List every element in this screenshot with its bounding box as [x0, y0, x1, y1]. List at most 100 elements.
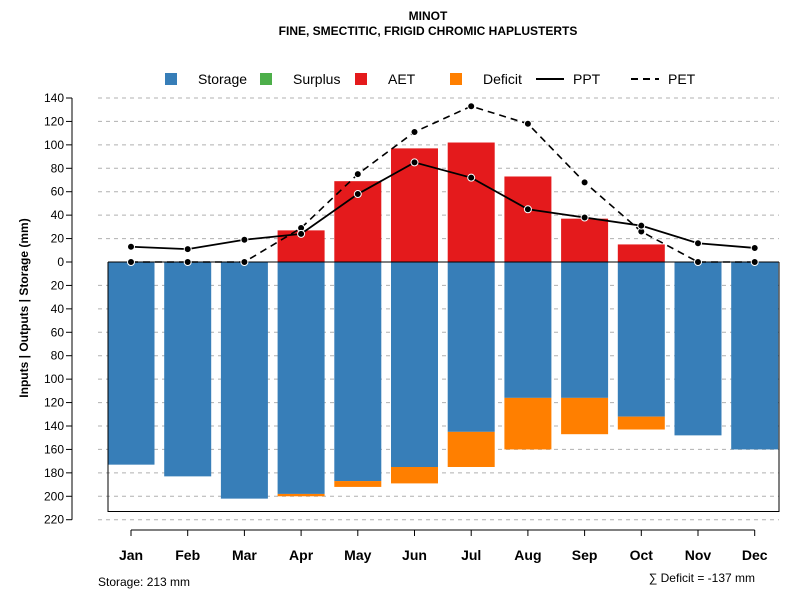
pet-point [183, 258, 192, 266]
storage-bar [674, 262, 722, 436]
y-tick-label: 140 [44, 419, 64, 433]
legend-label: PET [668, 71, 696, 87]
pet-point [580, 178, 589, 187]
pet-point [694, 258, 702, 266]
y-tick-label: 200 [44, 489, 64, 503]
series-lines [127, 102, 759, 266]
y-tick-label: 120 [44, 114, 64, 128]
ppt-point [637, 221, 646, 230]
storage-bar [617, 262, 665, 417]
y-tick-label: 60 [51, 185, 65, 199]
y-tick-label: 120 [44, 396, 64, 410]
bars [107, 142, 779, 499]
legend-label: AET [388, 71, 416, 87]
y-axis-label: Inputs | Outputs | Storage (mm) [17, 218, 31, 397]
y-tick-label: 80 [51, 349, 65, 363]
pet-point [467, 102, 476, 111]
storage-bar [334, 262, 382, 482]
x-tick-label: Oct [630, 547, 654, 563]
pet-point [127, 258, 135, 266]
deficit-bar [391, 466, 438, 484]
storage-bar [220, 262, 268, 499]
aet-bar [447, 142, 495, 262]
x-tick-label: Jul [461, 547, 481, 563]
ppt-point [523, 205, 532, 214]
x-tick-label: Jun [402, 547, 427, 563]
y-tick-label: 0 [57, 255, 64, 269]
legend-swatch [355, 73, 367, 85]
ppt-point [127, 242, 135, 251]
legend-swatch [165, 73, 177, 85]
pet-point [750, 258, 759, 266]
ppt-point [467, 173, 476, 182]
storage-bar [391, 262, 438, 467]
legend-label: PPT [573, 71, 601, 87]
aet-bar [617, 244, 665, 262]
x-tick-label: Nov [685, 547, 712, 563]
chart-title: MINOT [409, 9, 448, 23]
x-tick-label: Feb [175, 547, 200, 563]
x-tick-label: Mar [232, 547, 257, 563]
ppt-point [410, 158, 419, 167]
storage-bar [731, 262, 779, 450]
deficit-bar [334, 481, 382, 487]
storage-bar [561, 262, 609, 398]
storage-bar [164, 262, 212, 477]
deficit-footnote: ∑ Deficit = -137 mm [649, 571, 755, 585]
pet-point [523, 119, 532, 128]
storage-bar [107, 262, 155, 465]
pet-line [131, 105, 755, 263]
storage-bar [504, 262, 552, 398]
x-tick-label: Sep [572, 547, 598, 563]
x-tick-label: May [344, 547, 371, 563]
y-tick-label: 100 [44, 372, 64, 386]
ppt-point [240, 235, 249, 244]
y-tick-label: 40 [51, 302, 65, 316]
ppt-point [183, 245, 192, 254]
axes: 0 20 40 60 80 100 120 140 20 40 60 80 100 120 140 160 18… [44, 91, 768, 563]
aet-bar [504, 176, 552, 262]
y-tick-label: 180 [44, 466, 64, 480]
aet-bar [561, 218, 609, 262]
x-tick-label: Jan [119, 547, 143, 563]
ppt-point [297, 229, 306, 238]
ppt-point [750, 243, 759, 252]
storage-bar [447, 262, 495, 432]
legend-label: Storage [198, 71, 247, 87]
y-tick-label: 20 [51, 278, 65, 292]
deficit-bar [504, 397, 552, 450]
x-tick-label: Apr [289, 547, 314, 563]
ppt-point [353, 190, 362, 199]
legend-label: Surplus [293, 71, 340, 87]
y-tick-label: 60 [51, 325, 65, 339]
deficit-bar [447, 431, 495, 467]
x-tick-label: Dec [742, 547, 768, 563]
y-tick-label: 160 [44, 442, 64, 456]
pet-point [240, 258, 249, 266]
y-tick-label: 40 [51, 208, 65, 222]
legend-swatch [450, 73, 462, 85]
storage-capacity-frame [107, 262, 780, 513]
storage-bar [277, 262, 325, 494]
chart-subtitle: FINE, SMECTITIC, FRIGID CHROMIC HAPLUSTE… [279, 24, 578, 38]
legend: Storage Surplus AET Deficit PPT PET [165, 71, 696, 87]
ppt-point [580, 213, 589, 222]
deficit-bar [617, 416, 665, 430]
ppt-point [694, 239, 702, 248]
y-tick-label: 140 [44, 91, 64, 105]
ppt-line [130, 161, 755, 251]
y-tick-label: 80 [51, 161, 65, 175]
storage-footnote: Storage: 213 mm [98, 575, 190, 589]
y-tick-label: 220 [44, 513, 64, 527]
x-tick-label: Aug [514, 547, 541, 563]
legend-label: Deficit [483, 71, 522, 87]
deficit-bar [561, 397, 609, 435]
y-tick-label: 20 [51, 232, 65, 246]
y-tick-label: 100 [44, 138, 64, 152]
deficit-bar [277, 493, 325, 497]
pet-point [353, 170, 362, 179]
legend-swatch [260, 73, 272, 85]
gridlines [98, 97, 779, 521]
pet-point [410, 127, 419, 136]
